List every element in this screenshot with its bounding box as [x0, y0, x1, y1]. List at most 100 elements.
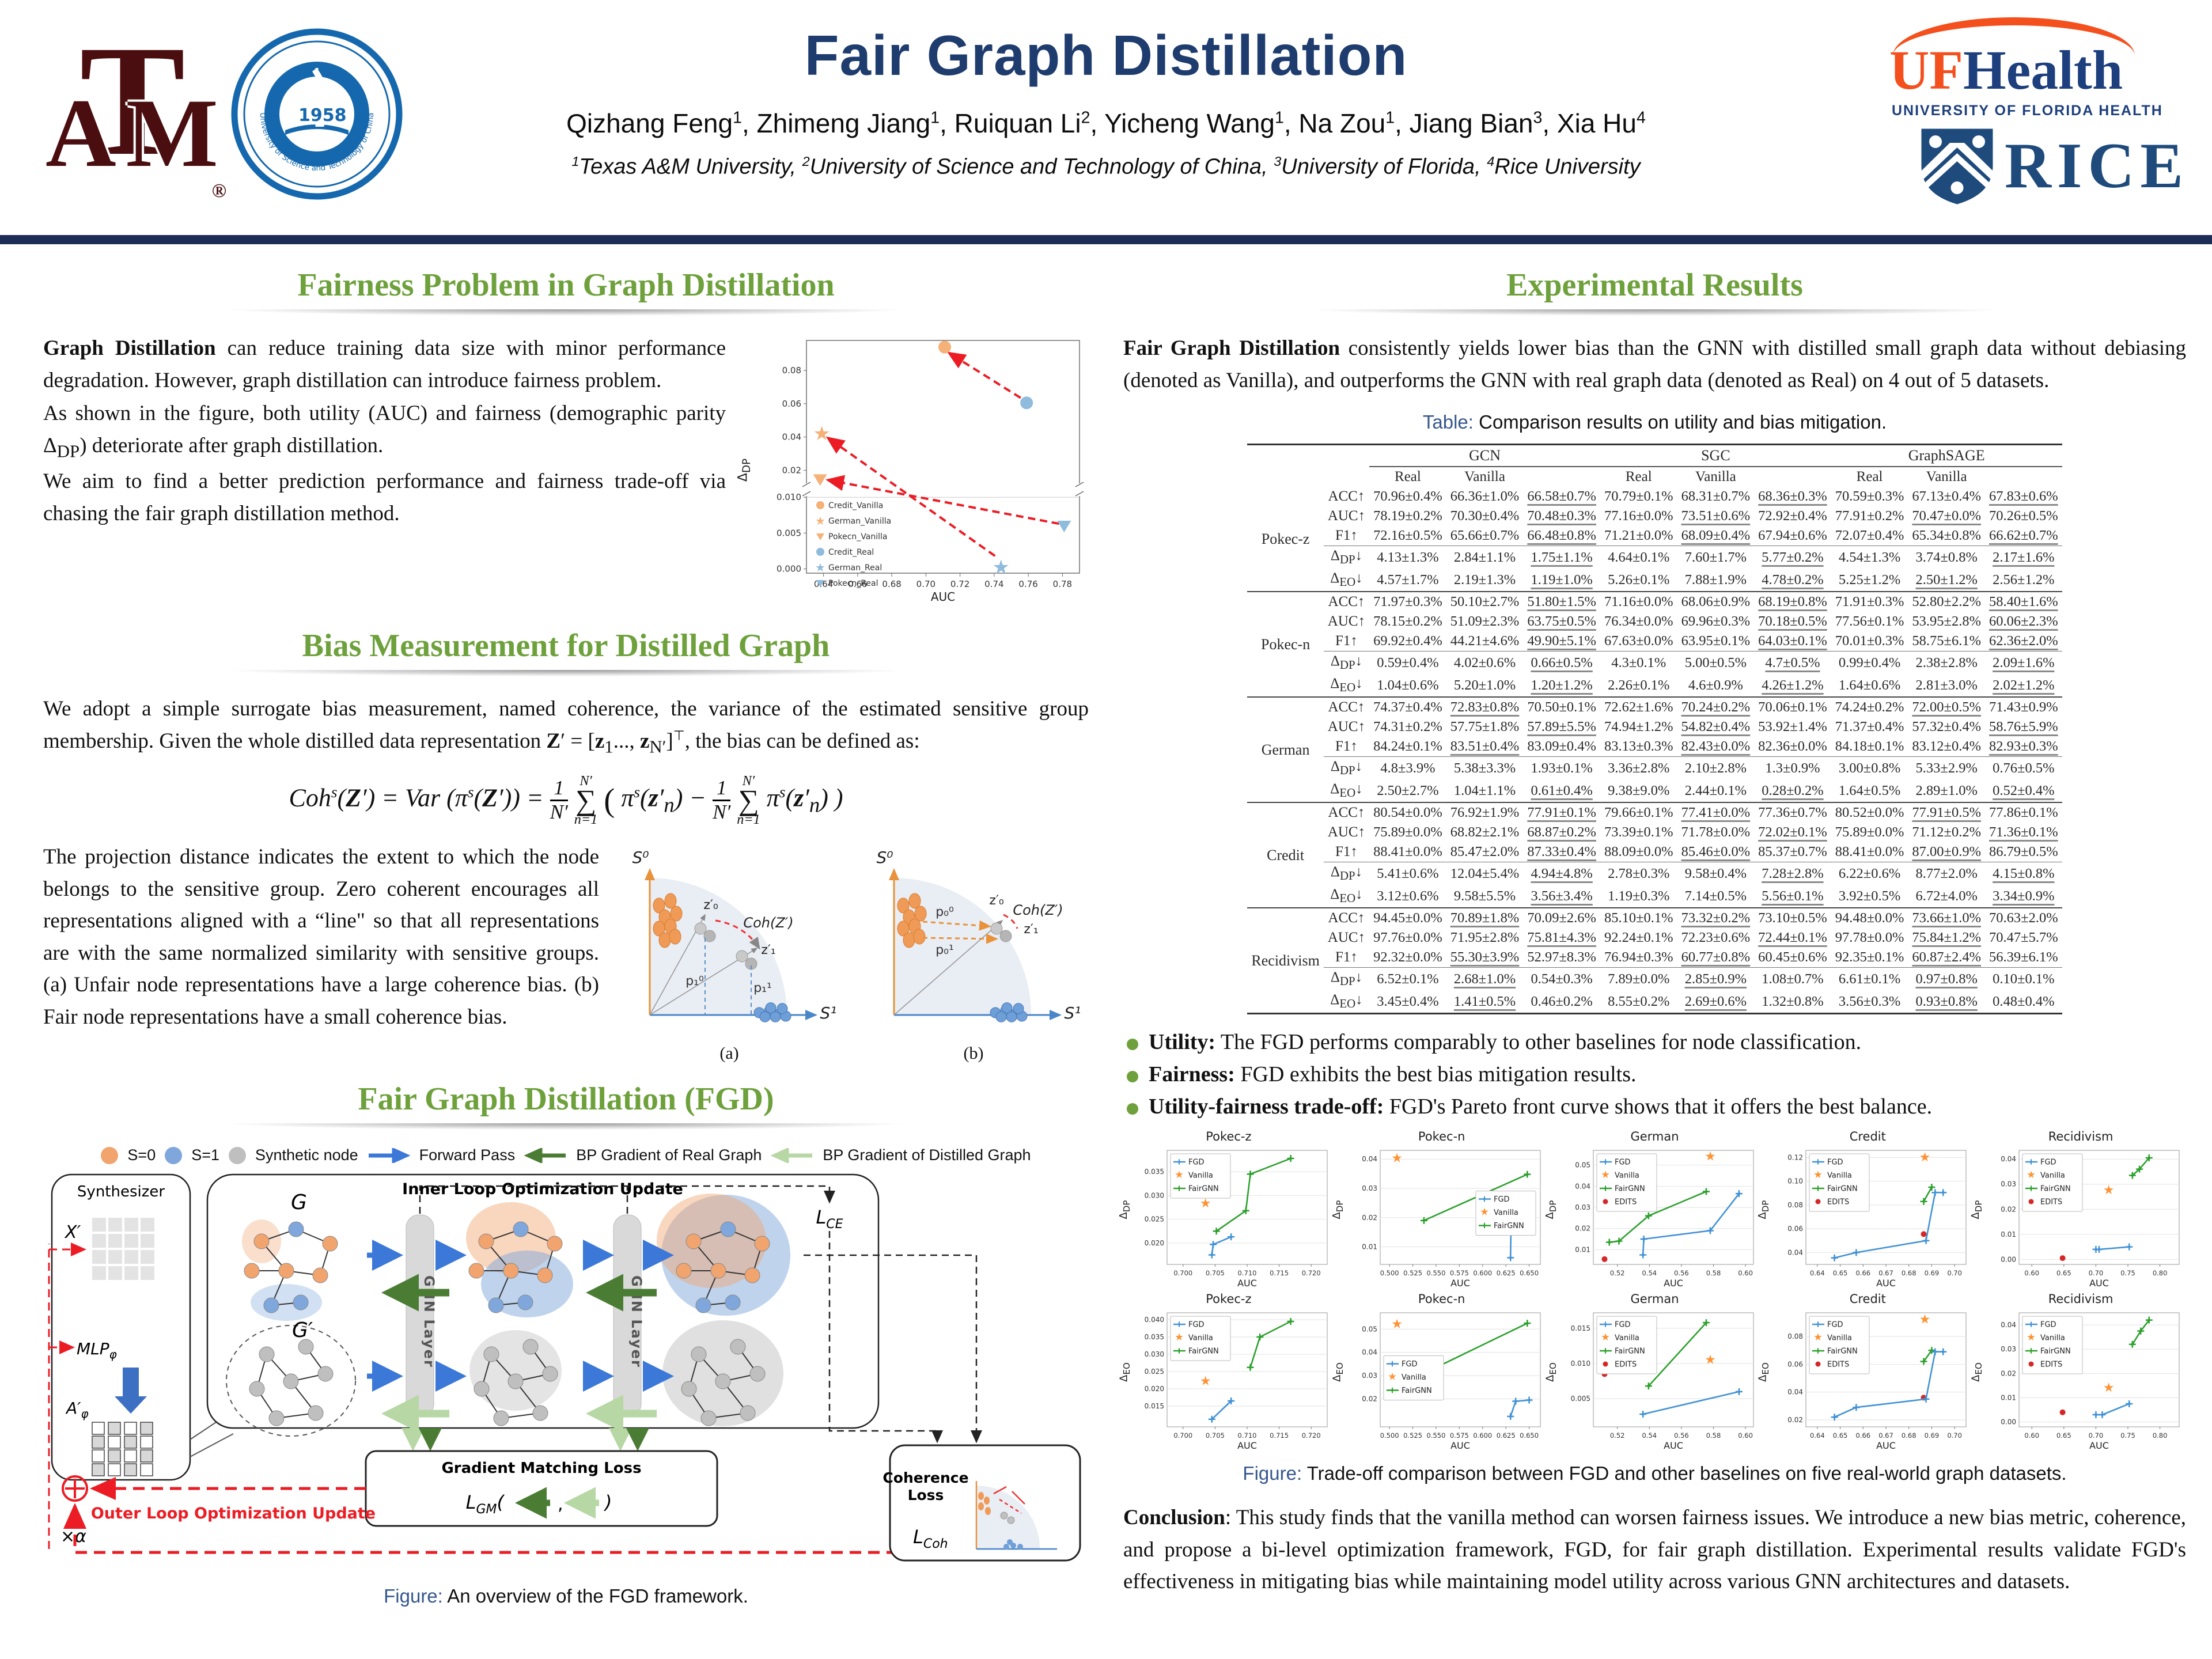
svg-text:0.03: 0.03	[2001, 1180, 2016, 1188]
table-cell: 6.52±0.1%	[1369, 967, 1446, 990]
sec1-content: Graph Distillation can reduce training d…	[43, 332, 1089, 608]
table-cell: 2.69±0.6%	[1684, 993, 1747, 1009]
table-cell: 70.09±2.6%	[1523, 907, 1600, 928]
table-cell: 0.46±0.2%	[1531, 993, 1593, 1009]
dataset-name: Credit	[1247, 802, 1324, 908]
chart-recidivism-eo: Recidivism ΔEO 0.00 0.01 0.02 0.03 0.04 0.60 0.6…	[1970, 1292, 2186, 1452]
lce-label: LCE	[816, 1206, 843, 1232]
svg-text:FairGNN: FairGNN	[2040, 1347, 2071, 1356]
distilled-graph-label: G′	[292, 1319, 313, 1342]
table-cell: 0.66±0.5%	[1523, 651, 1600, 674]
chart-credit-eo: Credit ΔEO 0.02 0.04 0.06 0.08 0.64 0.65 0.66 0.6…	[1757, 1292, 1973, 1452]
table-subheader: Real	[1395, 469, 1421, 484]
svg-text:0.12: 0.12	[1788, 1153, 1804, 1161]
svg-text:Vanilla: Vanilla	[1827, 1334, 1852, 1343]
svg-text:0.04: 0.04	[782, 432, 801, 442]
svg-text:0.68: 0.68	[1902, 1269, 1916, 1277]
table-cell: 63.95±0.1%	[1681, 633, 1751, 649]
table-cell: 9.38±9.0%	[1608, 782, 1670, 798]
svg-text:0.08: 0.08	[1788, 1201, 1804, 1209]
metric-name: ΔEO↓	[1330, 992, 1363, 1010]
svg-text:0.02: 0.02	[782, 465, 801, 475]
chart-pokec-n-dp: Pokec-n ΔDP 0.01 0.02 0.03 0.04 0.500 0.525 0.55…	[1331, 1130, 1547, 1290]
svg-text:0.705: 0.705	[1206, 1269, 1225, 1277]
real-graph-label: G	[291, 1191, 307, 1214]
table-cell: 63.75±0.5%	[1527, 613, 1596, 629]
table-cell: 72.83±0.8%	[1446, 696, 1524, 717]
table-row: ΔDP↓ 4.8±3.9% 5.38±3.3% 1.93±0.1% 3.36±2.8% 2…	[1247, 756, 2062, 779]
table-cell: 3.36±2.8%	[1600, 756, 1677, 779]
table-cell: 1.20±1.2%	[1531, 677, 1593, 693]
svg-text:FGD: FGD	[2040, 1158, 2056, 1167]
table-cell: 72.62±1.6%	[1600, 696, 1677, 717]
svg-text:1958: 1958	[298, 105, 347, 126]
table-cell: 67.13±0.4%	[1912, 488, 1981, 504]
table-cell: 71.78±0.0%	[1681, 824, 1751, 840]
svg-text:0.66: 0.66	[848, 579, 867, 589]
svg-text:0.525: 0.525	[1403, 1269, 1422, 1277]
svg-text:AUC: AUC	[931, 590, 955, 604]
table-cell: 60.45±0.6%	[1758, 949, 1827, 965]
table-row: ΔDP↓ 0.59±0.4% 4.02±0.6% 0.66±0.5% 4.3±0.1% 5…	[1247, 651, 2062, 674]
table-cell: 71.21±0.0%	[1604, 528, 1673, 543]
svg-text:Credit_Real: Credit_Real	[828, 548, 874, 557]
table-cell: 51.80±1.5%	[1523, 591, 1600, 612]
table-subheader	[1523, 467, 1600, 487]
svg-text:0.06: 0.06	[782, 399, 801, 409]
synthetic-node-icon	[229, 1146, 247, 1164]
svg-text:0.70: 0.70	[2089, 1269, 2104, 1277]
table-cell: 94.48±0.0%	[1831, 907, 1908, 928]
table-cell: 7.88±1.9%	[1684, 571, 1747, 588]
svg-text:Pokecn_Real: Pokecn_Real	[828, 579, 878, 588]
table-cell: 2.50±2.7%	[1377, 782, 1439, 798]
svg-text:★: ★	[813, 422, 830, 445]
svg-text:0.005: 0.005	[777, 528, 801, 538]
svg-text:Coh(Z′): Coh(Z′)	[743, 915, 793, 931]
svg-text:EDITS: EDITS	[1615, 1198, 1637, 1207]
table-cell: 72.07±0.4%	[1835, 528, 1904, 543]
tradeoff-figure-caption: Figure: Trade-off comparison between FGD…	[1243, 1463, 2067, 1484]
svg-text:0.01: 0.01	[1362, 1243, 1377, 1251]
table-cell: 68.31±0.7%	[1681, 488, 1751, 504]
svg-text:★: ★	[1705, 1150, 1716, 1164]
table-cell: 72.92±0.4%	[1758, 508, 1827, 524]
table-cell: 0.93±0.8%	[1915, 993, 1978, 1009]
table-cell: 0.99±0.4%	[1831, 651, 1908, 674]
svg-text:★: ★	[992, 556, 1009, 579]
svg-text:0.64: 0.64	[1810, 1431, 1825, 1440]
sec2-text: The projection distance indicates the ex…	[43, 845, 599, 1029]
fairness-tradeoff-chart: ΔDP 0.02 0.04 0.06 0.08 0.000 0.005 0.010 0.64 0.…	[736, 332, 1089, 608]
sec1-p2: As shown in the figure, both utility (AU…	[43, 402, 726, 461]
table-cell: 77.36±0.7%	[1754, 802, 1831, 823]
table-cell: 52.97±8.3%	[1527, 949, 1596, 965]
svg-text:★: ★	[1601, 1332, 1610, 1343]
svg-text:0.010: 0.010	[1570, 1359, 1590, 1368]
table-cell: 3.56±3.4%	[1531, 888, 1593, 904]
table-cell: 73.32±0.2%	[1677, 907, 1755, 928]
table-cell: 4.94±4.8%	[1523, 862, 1600, 885]
table-cell: 69.96±0.3%	[1681, 613, 1751, 629]
legend-s0: S=0	[127, 1146, 156, 1164]
conclusion: Conclusion: This study finds that the va…	[1123, 1506, 2186, 1593]
svg-text:AUC: AUC	[1450, 1278, 1470, 1289]
table-cell: 72.02±0.1%	[1758, 824, 1827, 840]
svg-text:★: ★	[1919, 1150, 1931, 1165]
table-cell: 3.92±0.5%	[1838, 888, 1901, 904]
svg-text:★: ★	[1391, 1152, 1403, 1166]
svg-text:★: ★	[2103, 1183, 2115, 1198]
tamu-letter-a: A	[46, 79, 116, 187]
table-cell: 0.97±0.8%	[1908, 967, 1985, 990]
svg-text:0.08: 0.08	[782, 365, 801, 376]
svg-text:0.650: 0.650	[1520, 1431, 1539, 1440]
table-cell: 1.41±0.5%	[1453, 993, 1516, 1009]
svg-text:★: ★	[815, 514, 825, 528]
table-cell: 2.85±0.9%	[1677, 967, 1755, 990]
table-row: F1↑ 72.16±0.5% 65.66±0.7% 66.48±0.8% 71.21±0…	[1247, 526, 2062, 546]
svg-text:p₁¹: p₁¹	[753, 981, 772, 995]
svg-text:0.65: 0.65	[1833, 1431, 1848, 1440]
left-column: Fairness Problem in Graph Distillation G…	[43, 256, 1089, 1607]
table-cell: 5.56±0.1%	[1762, 888, 1824, 904]
metric-name: ΔDP↓	[1323, 862, 1370, 885]
svg-text:Pokecn_Vanilla: Pokecn_Vanilla	[828, 532, 888, 541]
